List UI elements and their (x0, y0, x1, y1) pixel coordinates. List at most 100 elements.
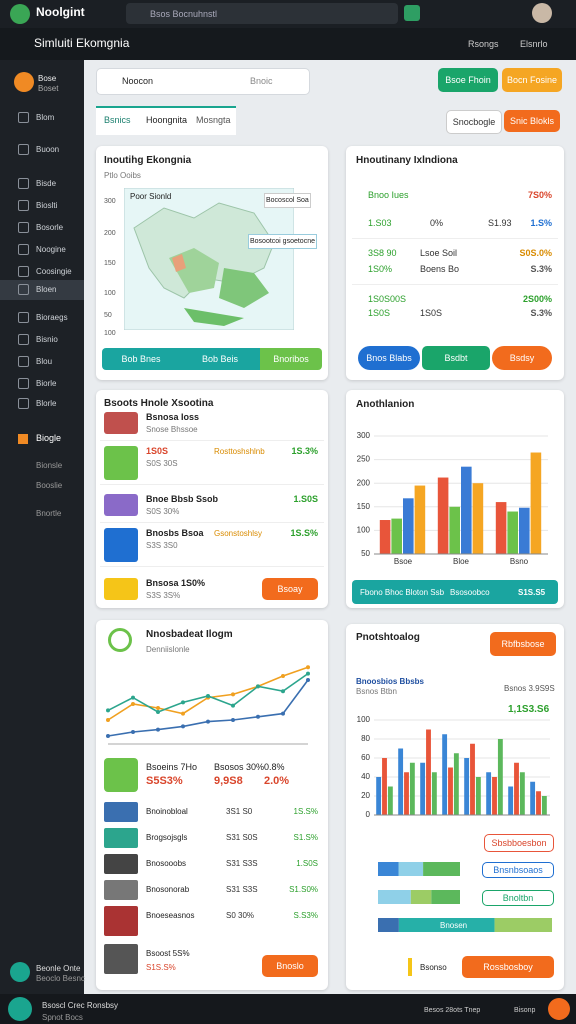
sidebar-item[interactable]: Coosingie (36, 267, 72, 276)
button[interactable]: Snocbogle (446, 110, 502, 134)
divider (100, 566, 324, 567)
button[interactable]: Bocn Fosine (502, 68, 562, 92)
item-icon (104, 412, 138, 434)
card-subtitle: Denniislonle (146, 645, 190, 654)
button[interactable]: Bsoe Fhoin (438, 68, 498, 92)
button[interactable]: Rbfbsbose (490, 632, 556, 656)
item-detail: S0S 30% (146, 507, 180, 516)
item-icon (104, 494, 138, 516)
stat-text: S1.93 (488, 218, 512, 228)
sidebar-item[interactable]: Bisde (36, 179, 57, 188)
summary-text: 0.8% (264, 762, 285, 772)
footer-strip (352, 580, 558, 604)
sidebar-icon (18, 244, 29, 255)
total-label: Bsnos 3.9S9S (504, 684, 555, 693)
item-change: S1.S0% (289, 885, 318, 894)
button[interactable]: Bnoribos (260, 348, 322, 370)
button[interactable]: Bsdbt (422, 346, 490, 370)
sidebar-item[interactable]: Noogine (36, 245, 66, 254)
sidebar-item[interactable]: Blom (36, 113, 55, 122)
sidebar-item[interactable]: Bosorle (36, 223, 64, 232)
map-axis-label: 100 (104, 290, 116, 297)
bottom-text: Bsoscl Crec Ronsbsy (42, 1001, 119, 1010)
item-name: Bsoost 5S% (146, 949, 190, 958)
stat-text: 1S0S (420, 308, 443, 318)
button[interactable]: Snic Blokls (504, 110, 560, 132)
map-legend: Poor Sionld (130, 192, 172, 201)
stat-text: Lsoe Soil (420, 248, 458, 258)
divider (100, 440, 324, 441)
search-text: Bsos Bocnuhnstl (150, 9, 218, 19)
footer-text: Fbono Bhoc Bloton Ssb (360, 588, 445, 597)
item-value: S31 S3S (226, 885, 258, 894)
footer-icon (10, 962, 30, 982)
footer-text: Bsosoobco (450, 588, 490, 597)
search-box[interactable] (126, 3, 398, 24)
sidebar (0, 60, 84, 994)
subtitle: Bnoosbios Bbsbs (356, 677, 425, 686)
sidebar-icon (18, 356, 29, 367)
sidebar-icon (18, 178, 29, 189)
item-value: S1S.S% (146, 963, 176, 972)
sidebar-item[interactable]: Bioslti (36, 201, 58, 210)
item-change: 1S.3% (291, 446, 318, 456)
item-name: Bnosooobs (146, 859, 187, 868)
sidebar-subitem[interactable]: Bionsle (36, 461, 63, 470)
sidebar-item[interactable]: Blorle (36, 399, 57, 408)
stat-text: Bnoo Iues (368, 190, 409, 200)
sidebar-subitem[interactable]: Booslie (36, 481, 63, 490)
summary-text: Bsosos 30% (214, 762, 265, 772)
item-name: Brogsojsgls (146, 833, 188, 842)
button[interactable]: Bsoay (262, 578, 318, 600)
page-title: Simluiti Ekomgnia (34, 36, 130, 50)
button[interactable]: Bnos Blabs (358, 346, 420, 370)
gauge-icon (108, 628, 132, 652)
sidebar-subitem[interactable]: Bnortle (36, 509, 62, 518)
item-icon (104, 528, 138, 562)
item-name: Bnoe Bbsb Ssob (146, 494, 219, 504)
footer-icon (408, 958, 412, 976)
sidebar-item[interactable]: Biorle (36, 379, 57, 388)
header-link[interactable]: Elsnrlo (520, 39, 548, 49)
stat-text: 1.S03 (368, 218, 392, 228)
avatar[interactable] (532, 3, 552, 23)
tab[interactable]: Bsnics (104, 115, 131, 125)
item-value: S31 S0S (226, 833, 258, 842)
stat-text: 1S0S00S (368, 294, 407, 304)
total: 1,1S3.S6 (508, 704, 550, 715)
header-link[interactable]: Rsongs (468, 39, 499, 49)
sidebar-item[interactable]: Bloen (36, 285, 57, 294)
button[interactable]: Rossbosboy (462, 956, 554, 978)
sidebar-footer: Beoclo Besnc (36, 974, 85, 983)
map (124, 188, 294, 330)
help-icon[interactable] (548, 998, 570, 1020)
main-search[interactable] (96, 68, 310, 95)
sidebar-item[interactable]: Blou (36, 357, 53, 366)
button[interactable]: Bsdsy (492, 346, 552, 370)
sidebar-item[interactable]: Buoon (36, 145, 60, 154)
sidebar-icon (18, 284, 29, 295)
sidebar-item[interactable]: Bioraegs (36, 313, 68, 322)
progress-label[interactable]: Bnoltbn (482, 890, 554, 906)
button[interactable]: Bob Beis (180, 348, 260, 370)
item-detail: S3S 3S% (146, 591, 181, 600)
section-icon (18, 434, 28, 444)
tab[interactable]: Mosngta (196, 115, 231, 125)
sidebar-icon (18, 144, 29, 155)
sidebar-icon (18, 312, 29, 323)
map-axis-label: 300 (104, 198, 116, 205)
stat-text: 1S0S (368, 308, 391, 318)
item-change: 1.S0S (293, 494, 318, 504)
sidebar-section[interactable]: Biogle (36, 433, 62, 443)
progress-label[interactable]: Bnsnbsoaos (482, 862, 554, 878)
search-input[interactable]: Noocon (122, 76, 154, 86)
divider (100, 484, 324, 485)
sidebar-item[interactable]: Bisnio (36, 335, 58, 344)
sidebar-icon (18, 398, 29, 409)
tab[interactable]: Hoongnita (146, 115, 188, 125)
button[interactable]: Sbsbboesbon (484, 834, 554, 852)
item-thumb (104, 828, 138, 848)
icon[interactable] (404, 5, 420, 21)
button[interactable]: Bnoslo (262, 955, 318, 977)
button[interactable]: Bob Bnes (102, 348, 180, 370)
